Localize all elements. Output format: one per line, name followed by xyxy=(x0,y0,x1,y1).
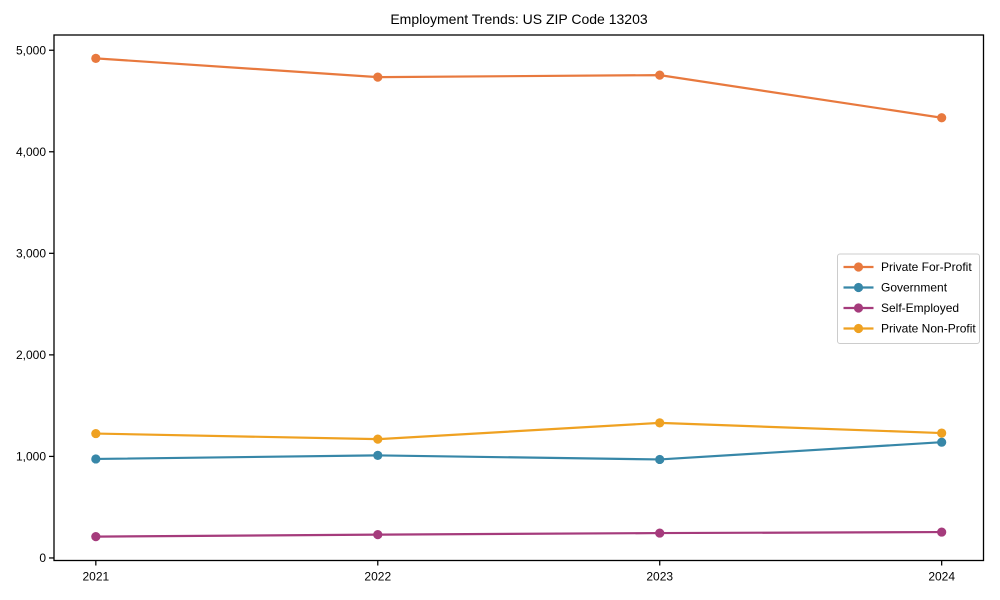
data-point-private-non-profit-2024 xyxy=(937,428,947,438)
data-point-private-for-profit-2021 xyxy=(91,53,101,63)
legend-swatch-dot xyxy=(853,282,864,293)
x-axis-tick-label: 2023 xyxy=(646,570,673,584)
y-axis-tick-label: 1,000 xyxy=(16,450,46,464)
series-line-self-employed xyxy=(94,530,943,538)
data-point-self-employed-2024 xyxy=(937,527,947,537)
legend-label: Private For-Profit xyxy=(881,260,972,274)
data-point-government-2023 xyxy=(655,454,665,465)
y-axis-tick-label: 0 xyxy=(39,551,46,565)
legend-box xyxy=(837,253,980,344)
legend-entry-private-for-profit: Private For-Profit xyxy=(843,260,972,274)
plot-area: 0 1,000 2,000 3,000 4,000 5,000 2021 2022 2023 20… xyxy=(16,34,985,584)
data-point-self-employed-2021 xyxy=(91,532,101,542)
y-axis-tick-label: 5,000 xyxy=(16,43,46,57)
plot-border xyxy=(53,34,985,562)
data-point-self-employed-2022 xyxy=(373,530,383,540)
y-axis-tick-label: 2,000 xyxy=(16,348,46,362)
data-point-private-for-profit-2022 xyxy=(373,72,383,82)
data-point-private-for-profit-2024 xyxy=(937,113,947,123)
data-point-self-employed-2023 xyxy=(655,528,665,538)
legend: Private For-Profit Government Self-Employe… xyxy=(837,253,980,344)
data-point-private-non-profit-2021 xyxy=(91,428,101,439)
series-line-private-non-profit xyxy=(94,421,943,441)
x-axis-tick-label: 2024 xyxy=(928,570,955,584)
legend-label: Private Non-Profit xyxy=(881,322,976,336)
x-axis-tick-label: 2021 xyxy=(82,570,109,584)
legend-swatch-dot xyxy=(853,323,864,334)
data-point-government-2021 xyxy=(91,454,101,464)
legend-swatch-dot xyxy=(853,303,864,313)
legend-label: Government xyxy=(881,281,948,295)
legend-entry-private-non-profit: Private Non-Profit xyxy=(843,322,976,336)
data-point-government-2022 xyxy=(373,450,383,460)
legend-entry-government: Government xyxy=(843,281,948,295)
data-point-private-non-profit-2023 xyxy=(655,418,665,428)
y-axis-tick-label: 4,000 xyxy=(16,145,46,159)
legend-entry-self-employed: Self-Employed xyxy=(843,301,959,315)
chart-title: Employment Trends: US ZIP Code 13203 xyxy=(390,11,648,27)
x-axis-tick-label: 2022 xyxy=(364,570,391,584)
series-line-private-for-profit xyxy=(94,57,943,119)
data-point-government-2024 xyxy=(937,437,947,447)
data-point-private-for-profit-2023 xyxy=(655,70,665,80)
data-point-private-non-profit-2022 xyxy=(373,434,383,444)
legend-swatch-dot xyxy=(853,262,864,272)
legend-label: Self-Employed xyxy=(881,301,959,315)
series-line-government xyxy=(94,441,943,461)
y-axis-tick-label: 3,000 xyxy=(16,247,46,261)
